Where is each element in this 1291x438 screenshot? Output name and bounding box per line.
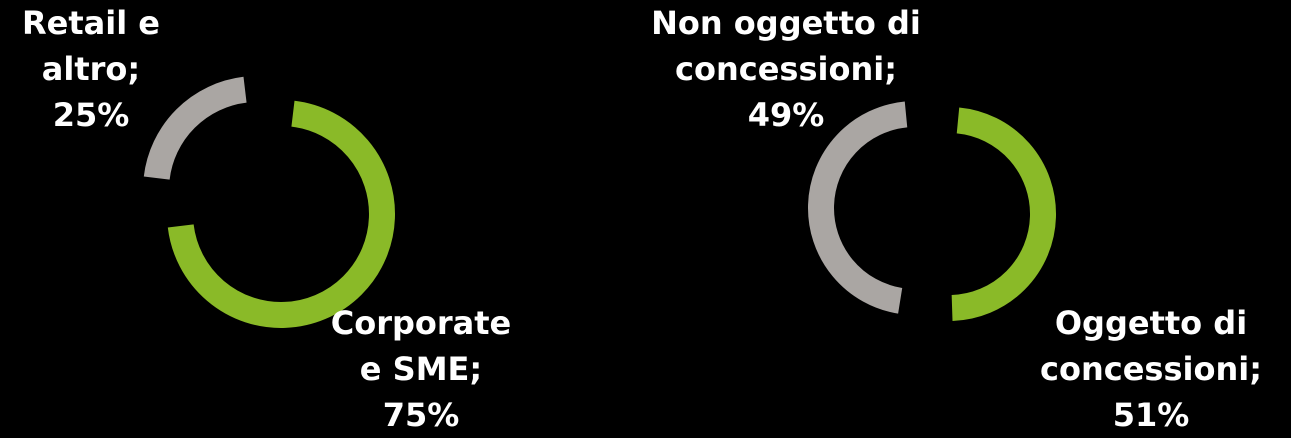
slice-label-retail-line2: altro;	[41, 50, 141, 88]
slice-label-non-oggetto: Non oggetto di concessioni; 49%	[626, 0, 946, 138]
slice-label-corporate-line2: e SME;	[359, 350, 483, 388]
slice-label-retail-value: 25%	[52, 96, 130, 134]
slice-label-oggetto-value: 51%	[1112, 396, 1190, 434]
slice-label-corporate: Corporate e SME; 75%	[316, 300, 526, 438]
slice-label-corporate-value: 75%	[382, 396, 460, 434]
slice-label-retail: Retail e altro; 25%	[16, 0, 166, 138]
slice-label-non-oggetto-line2: concessioni;	[675, 50, 897, 88]
slice-label-corporate-line1: Corporate	[330, 304, 512, 342]
slice-corporate-sme	[167, 100, 395, 328]
slice-oggetto-concessioni	[951, 107, 1056, 321]
slice-label-oggetto-line2: concessioni;	[1040, 350, 1262, 388]
slice-label-retail-line1: Retail e	[21, 4, 160, 42]
slice-label-oggetto: Oggetto di concessioni; 51%	[1016, 300, 1286, 438]
slice-label-non-oggetto-value: 49%	[747, 96, 825, 134]
slice-non-oggetto-concessioni	[808, 101, 908, 314]
slice-retail-altro	[143, 76, 247, 180]
slice-label-non-oggetto-line1: Non oggetto di	[651, 4, 921, 42]
donut-chart-lending	[143, 76, 395, 328]
donut-chart-concessions	[808, 101, 1056, 321]
slice-label-oggetto-line1: Oggetto di	[1054, 304, 1248, 342]
